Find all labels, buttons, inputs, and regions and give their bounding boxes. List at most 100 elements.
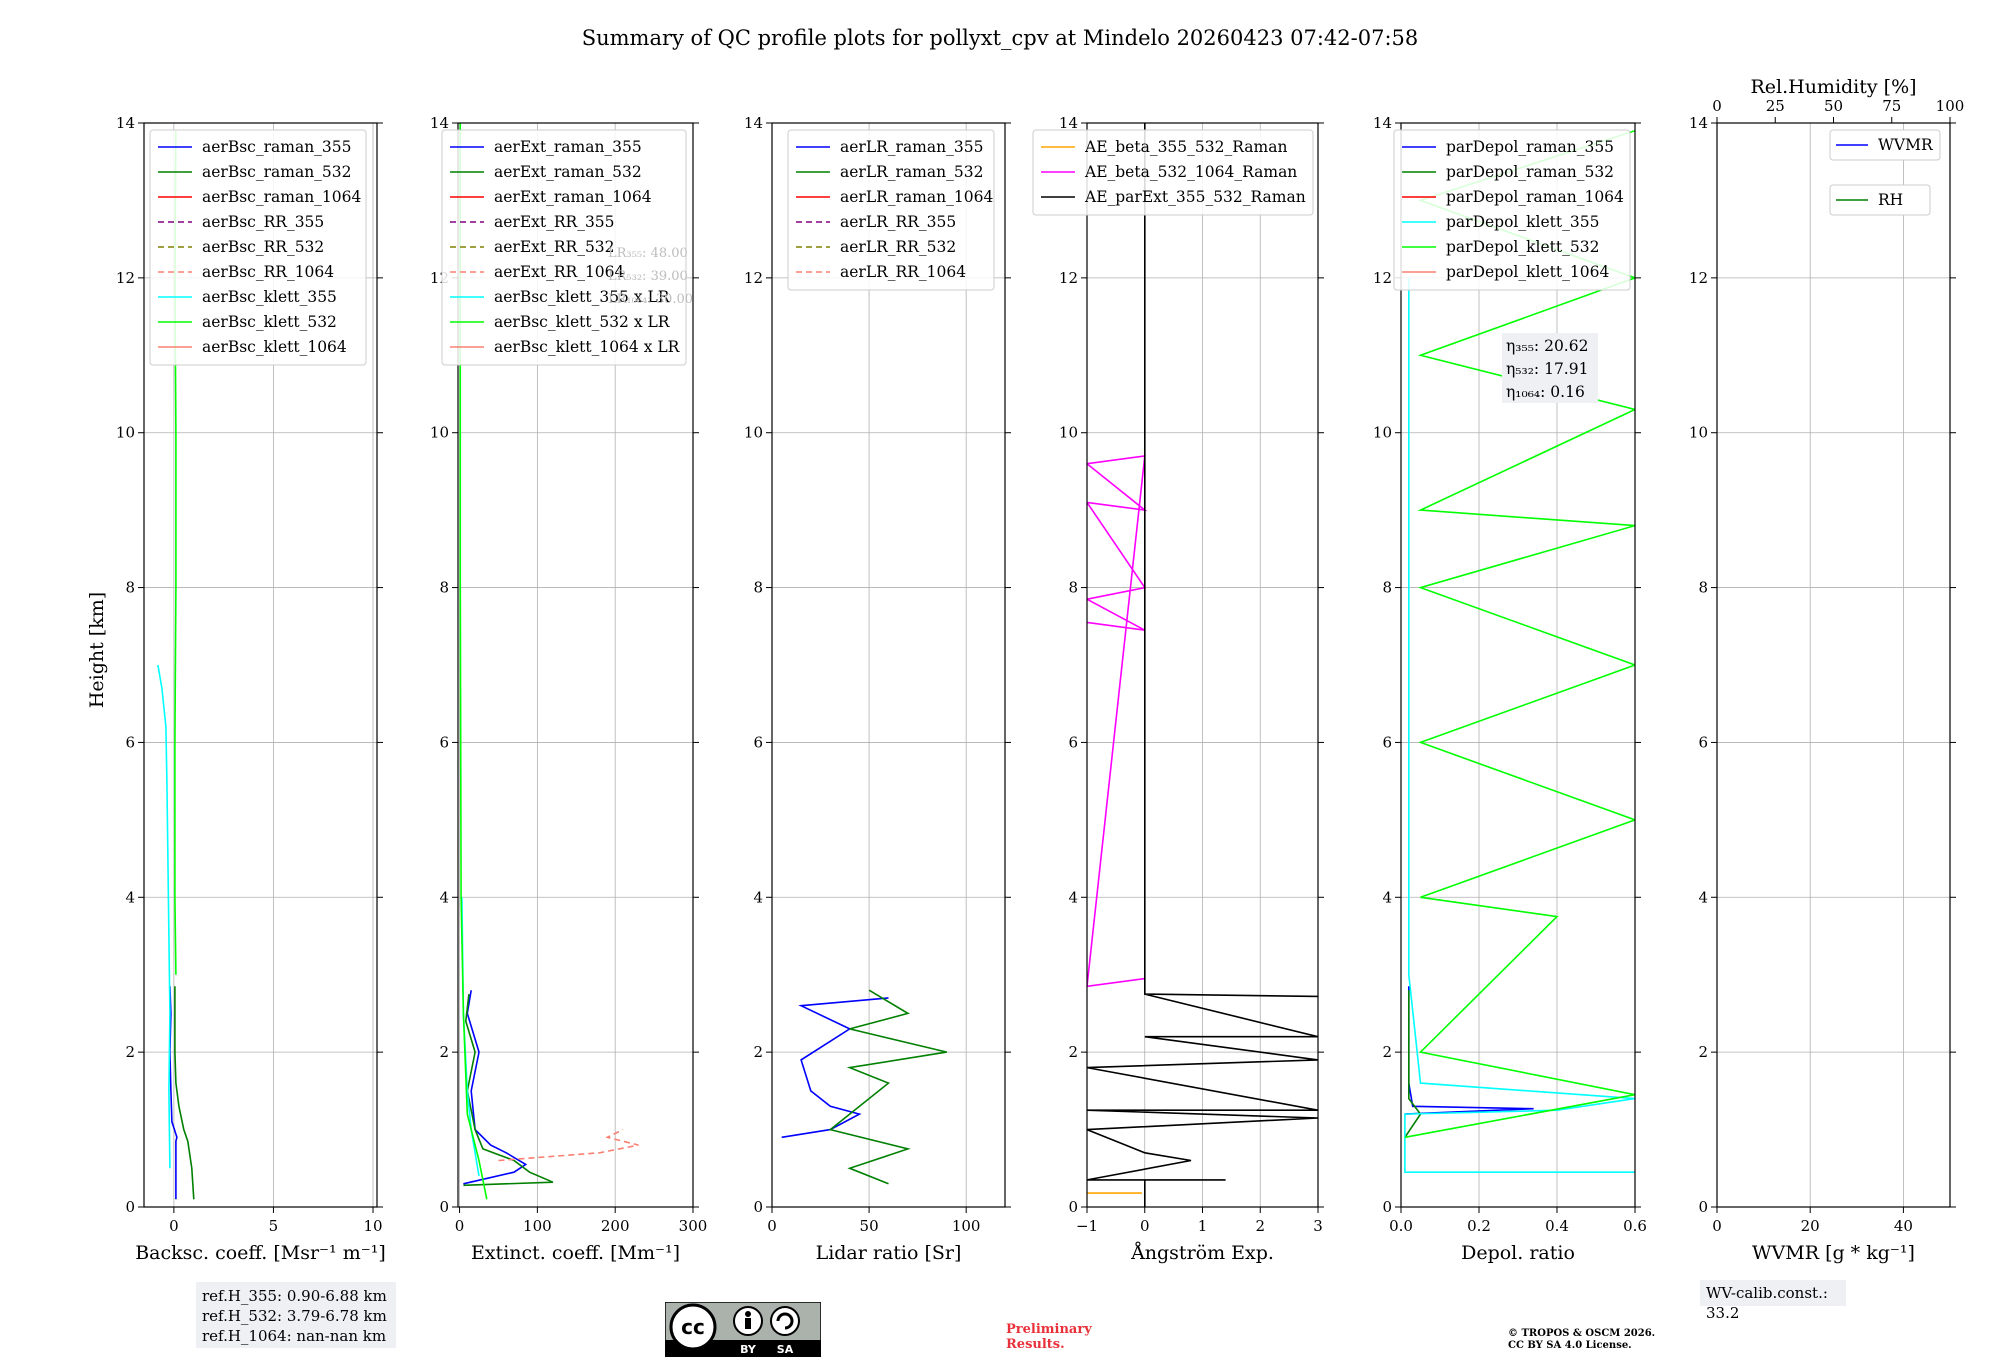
legend-label: aerBsc_RR_1064 <box>202 263 334 281</box>
annotation-text: LR₅₃₂: 39.00 <box>608 269 688 284</box>
series-group <box>1404 129 1635 1173</box>
ref-height-355: ref.H_355: 0.90-6.88 km <box>202 1287 387 1305</box>
y-tick-label: 12 <box>116 269 135 287</box>
series-line-aerlr-raman-532 <box>828 989 947 1185</box>
legend-label: aerBsc_klett_355 <box>202 288 337 306</box>
legend-label: aerLR_RR_532 <box>840 238 956 256</box>
y-tick-label: 10 <box>1689 424 1708 442</box>
y-tick-label: 8 <box>753 579 763 597</box>
x-tick-label: 100 <box>523 1217 552 1235</box>
x-tick-label: 1 <box>1198 1217 1208 1235</box>
x-tick-label: 200 <box>601 1217 630 1235</box>
annotation-box <box>1502 333 1598 403</box>
annotation-text: LR₃₅₅: 48.00 <box>608 246 688 261</box>
y-tick-label: 2 <box>125 1043 135 1061</box>
axes-frame <box>771 122 1006 1208</box>
wv-calibration-constant: WV-calib.const.: 33.2 <box>1706 1284 1828 1322</box>
y-tick-label: 14 <box>744 114 763 132</box>
legend-label: parDepol_klett_355 <box>1446 213 1599 231</box>
legend-label: aerBsc_klett_1064 <box>202 338 347 356</box>
y-tick-label: 0 <box>1382 1198 1392 1216</box>
legend-label: aerExt_raman_355 <box>494 138 642 156</box>
series-line-pardepol-klett-355 <box>1404 277 1635 1173</box>
axes-frame <box>457 122 694 1208</box>
cc-text: cc <box>681 1315 705 1339</box>
y-tick-label: 0 <box>1068 1198 1078 1216</box>
y-tick-label: 10 <box>744 424 763 442</box>
panel-wv: 0 20 40 0 2 4 6 8 10 12 14 WVMR [g * kg⁻¹] 0 25 50 75 10… <box>1689 76 1964 1264</box>
y-tick-label: 8 <box>1382 579 1392 597</box>
legend-box <box>1393 129 1631 291</box>
series-line-aerbsc-raman-355 <box>169 986 178 1200</box>
y-tick-label: 6 <box>1698 733 1708 751</box>
x-tick-label: 0 <box>1140 1217 1150 1235</box>
legend-label: aerExt_RR_1064 <box>494 263 625 281</box>
legend-label: aerBsc_RR_355 <box>202 213 324 231</box>
legend-label: AE_beta_355_532_Raman <box>1084 138 1287 156</box>
x-tick-label: 10 <box>363 1217 382 1235</box>
legend-label: AE_beta_532_1064_Raman <box>1084 163 1297 181</box>
sa-text: SA <box>777 1343 794 1356</box>
preliminary-line-1: Preliminary <box>1006 1322 1092 1337</box>
legend-label: RH <box>1878 191 1903 209</box>
annotation-text: η₃₅₅: 20.62 <box>1506 337 1588 355</box>
x-tick-label: 20 <box>1801 1217 1820 1235</box>
y-tick-label: 2 <box>753 1043 763 1061</box>
x-tick-label: 100 <box>952 1217 981 1235</box>
x-tick-label: 5 <box>269 1217 279 1235</box>
y-tick-label: 10 <box>1373 424 1392 442</box>
y-tick-label: 12 <box>744 269 763 287</box>
wv-calibration-box: WV-calib.const.: 33.2 <box>1700 1280 1846 1322</box>
legend-label: aerBsc_klett_355 x LR <box>494 288 671 306</box>
y-tick-label: 12 <box>1059 269 1078 287</box>
x-tick-label: 0 <box>767 1217 777 1235</box>
y-tick-label: 2 <box>1068 1043 1078 1061</box>
y-tick-label: 0 <box>1698 1198 1708 1216</box>
y-tick-label: 4 <box>439 888 449 906</box>
series-line-pardepol-raman-532 <box>1404 990 1422 1138</box>
axes-frame <box>143 122 378 1208</box>
y-tick-label: 6 <box>1068 733 1078 751</box>
by-person-icon <box>745 1311 751 1317</box>
x-axis-label: WVMR [g * kg⁻¹] <box>1752 1242 1915 1264</box>
x-tick-label: 40 <box>1894 1217 1913 1235</box>
top-x-axis-label: Rel.Humidity [%] <box>1750 76 1916 98</box>
y-tick-label: 4 <box>1698 888 1708 906</box>
legend-label: parDepol_raman_355 <box>1446 138 1614 156</box>
x-tick-label: 2 <box>1255 1217 1265 1235</box>
legend-label: aerLR_raman_532 <box>840 163 983 181</box>
preliminary-line-2: Results. <box>1006 1337 1065 1352</box>
series-line-ae-parext-355-532-raman <box>1087 123 1318 1207</box>
legend-label: parDepol_klett_532 <box>1446 238 1599 256</box>
legend-box <box>1829 129 1941 161</box>
y-tick-label: 12 <box>1373 269 1392 287</box>
series-line-aerext-raman-355 <box>463 990 528 1185</box>
legend-label: aerBsc_klett_532 <box>202 313 337 331</box>
panel-bsc: 0 5 10 0 2 4 6 8 10 12 14 Backsc. coeff. [Msr⁻¹ m⁻¹… <box>116 114 386 1264</box>
panel-lr: 0 50 100 0 2 4 6 8 10 12 14 Lidar ratio [Sr] aerLR_r… <box>744 114 1011 1264</box>
y-tick-label: 2 <box>439 1043 449 1061</box>
x-tick-label: 300 <box>679 1217 708 1235</box>
copyright-note: © TROPOS & OSCM 2026. CC BY SA 4.0 Licen… <box>1508 1328 1655 1352</box>
legend-label: aerBsc_klett_532 x LR <box>494 313 671 331</box>
legend-label: aerLR_raman_355 <box>840 138 983 156</box>
annotation-text: η₁₀₆₄: 0.16 <box>1506 383 1585 401</box>
reference-height-box: ref.H_355: 0.90-6.88 km ref.H_532: 3.79-… <box>196 1282 396 1348</box>
legend-label: parDepol_raman_532 <box>1446 163 1614 181</box>
series-line-aerlr-raman-355 <box>781 997 889 1139</box>
series-group <box>459 123 639 1200</box>
top-x-tick-label: 50 <box>1824 97 1843 115</box>
y-tick-label: 10 <box>1059 424 1078 442</box>
series-group <box>1087 123 1318 1207</box>
x-tick-label: 0.0 <box>1389 1217 1413 1235</box>
y-tick-label: 6 <box>1382 733 1392 751</box>
panel-depol: 0.0 0.2 0.4 0.6 0 2 4 6 8 10 12 14 Depol. ratio parDe… <box>1373 114 1647 1264</box>
top-x-tick-label: 0 <box>1712 97 1722 115</box>
preliminary-results-note: Preliminary Results. <box>1006 1322 1092 1352</box>
annotation-text: LR₁₀₆₄: 30.00 <box>608 292 693 307</box>
legend-label: parDepol_klett_1064 <box>1446 263 1609 281</box>
series-line-aerbsc-raman-532 <box>174 986 195 1200</box>
y-tick-label: 14 <box>116 114 135 132</box>
x-tick-label: 50 <box>860 1217 879 1235</box>
